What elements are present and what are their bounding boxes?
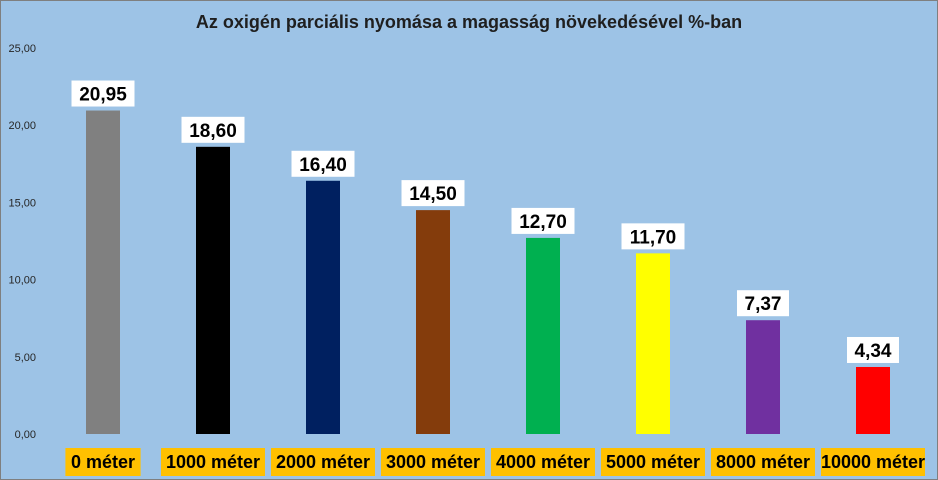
category-label-box: [381, 448, 485, 476]
category-label-box: [271, 448, 375, 476]
category-label: 3000 méter: [386, 452, 480, 472]
data-label-box: [511, 207, 575, 234]
data-label: 4,34: [855, 341, 892, 362]
data-label: 7,37: [745, 294, 782, 315]
category-label: 1000 méter: [166, 452, 260, 472]
data-label-box: [401, 180, 465, 207]
data-label-box: [181, 116, 245, 143]
y-tick-label: 0,00: [15, 429, 36, 441]
x-axis: 0 méter 1000 méter 2000 méter 3000 méter 400…: [65, 448, 925, 476]
data-label-box: [847, 336, 899, 363]
bar: [526, 237, 560, 434]
category-label-box: [601, 448, 705, 476]
data-label-box: [291, 150, 355, 177]
data-label-box: [71, 80, 135, 107]
data-label: 11,70: [630, 227, 677, 248]
y-tick-label: 20,00: [8, 120, 36, 132]
category-label-box: [711, 448, 815, 476]
category-label: 5000 méter: [606, 452, 700, 472]
category-label: 2000 méter: [276, 452, 370, 472]
bar: [416, 210, 450, 434]
category-label: 10000 méter: [821, 452, 925, 472]
data-label: 20,95: [79, 85, 127, 106]
y-tick-label: 25,00: [8, 43, 36, 55]
bars: [86, 110, 890, 435]
data-label: 12,70: [519, 212, 567, 233]
category-label: 4000 méter: [496, 452, 590, 472]
y-tick-label: 5,00: [15, 352, 36, 364]
category-label-box: [65, 448, 141, 476]
data-label: 14,50: [409, 184, 457, 205]
data-label-box: [621, 223, 685, 250]
bar: [306, 180, 340, 434]
y-tick-label: 10,00: [8, 275, 36, 287]
data-label-box: [737, 290, 789, 317]
bar: [636, 253, 670, 434]
bar: [86, 110, 120, 435]
chart-title: Az oxigén parciális nyomása a magasság n…: [196, 12, 742, 32]
data-label: 16,40: [299, 155, 347, 176]
category-label: 8000 méter: [716, 452, 810, 472]
category-label: 0 méter: [71, 452, 135, 472]
bar: [746, 320, 780, 434]
data-labels: 20,95 18,60 16,40 14,50 12,70 11,70 7,37 4,34: [71, 80, 899, 363]
bar: [196, 146, 230, 435]
bar: [856, 366, 890, 434]
category-label-box: [161, 448, 265, 476]
category-label-box: [821, 448, 925, 476]
category-label-box: [491, 448, 595, 476]
y-tick-label: 15,00: [8, 197, 36, 209]
y-axis: 0,00 5,00 10,00 15,00 20,00 25,00: [8, 43, 36, 441]
data-label: 18,60: [189, 121, 237, 142]
